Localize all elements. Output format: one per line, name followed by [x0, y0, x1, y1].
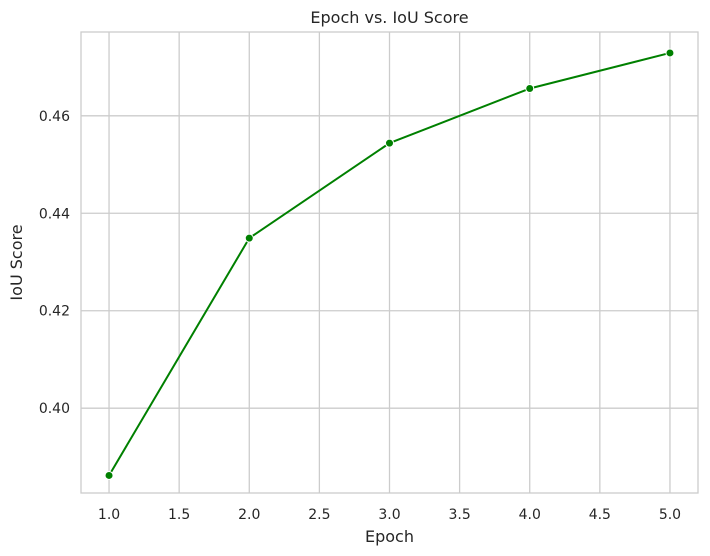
y-axis-label: IoU Score [7, 224, 26, 300]
x-tick-label: 2.5 [308, 507, 330, 523]
data-point [665, 48, 675, 58]
series-layer [104, 48, 675, 480]
grid-lines [81, 32, 698, 493]
y-tick-label: 0.42 [39, 304, 70, 320]
data-point [385, 138, 394, 148]
y-tick-label: 0.40 [39, 401, 70, 417]
y-tick-label: 0.44 [39, 206, 70, 222]
y-tick-label: 0.46 [39, 109, 70, 125]
plot-frame [80, 31, 699, 494]
data-point [525, 84, 535, 94]
x-tick-label: 4.5 [589, 507, 611, 523]
x-tick-label: 3.0 [378, 507, 400, 523]
data-point [104, 470, 114, 480]
x-tick-label: 3.5 [448, 507, 470, 523]
tick-labels: 1.0 1.5 2.0 2.5 3.0 3.5 4.0 4.5 5.0 0.40 0.42 0.44 0… [39, 109, 681, 523]
chart-title: Epoch vs. IoU Score [310, 8, 468, 27]
x-tick-label: 5.0 [659, 507, 681, 523]
x-tick-label: 4.0 [519, 507, 541, 523]
x-axis-label: Epoch [365, 527, 414, 546]
x-tick-label: 1.5 [168, 507, 190, 523]
data-point [244, 233, 254, 243]
x-tick-label: 1.0 [98, 507, 120, 523]
x-tick-label: 2.0 [238, 507, 260, 523]
